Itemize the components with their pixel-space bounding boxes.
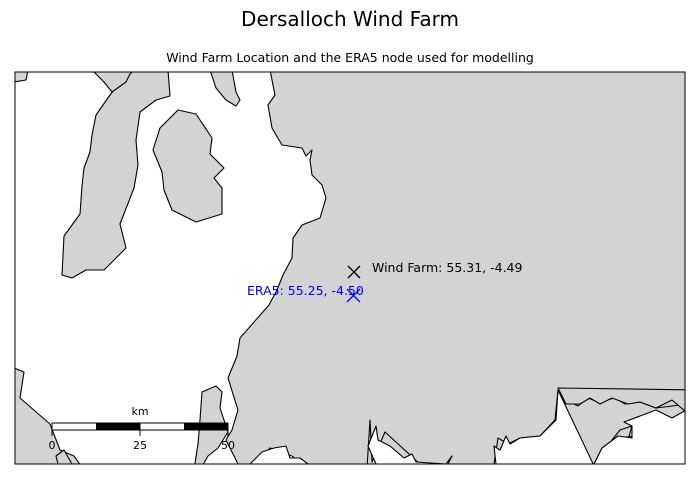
- scale-tick-25: 25: [133, 439, 147, 452]
- islet-top-mid: [93, 72, 132, 93]
- scale-bar: km 0 25 50: [49, 405, 236, 452]
- luce-bay: [367, 425, 453, 464]
- south-kintyre: [15, 367, 81, 464]
- map-frame: [14, 71, 686, 465]
- islet-bottom-left: [55, 449, 73, 464]
- islet-bute: [210, 72, 241, 107]
- wind-farm-marker-icon: [347, 265, 361, 279]
- era5-marker-icon: [346, 288, 361, 303]
- mainland-landmass: [225, 72, 685, 464]
- scale-tick-0: 0: [49, 439, 56, 452]
- map-subtitle: Wind Farm Location and the ERA5 node use…: [166, 50, 534, 65]
- scale-tick-50: 50: [221, 439, 235, 452]
- arran-island: [152, 109, 225, 223]
- map-title: Dersalloch Wind Farm: [241, 7, 459, 31]
- islet-top-left: [15, 72, 29, 83]
- era5-label: ERA5: 55.25, -4.50: [247, 283, 364, 298]
- wind-farm-label: Wind Farm: 55.31, -4.49: [372, 260, 522, 275]
- scale-bar-unit: km: [131, 405, 148, 418]
- kintyre-peninsula: [61, 72, 171, 279]
- solway-firth: [493, 389, 685, 464]
- loch-ryan: [249, 445, 309, 464]
